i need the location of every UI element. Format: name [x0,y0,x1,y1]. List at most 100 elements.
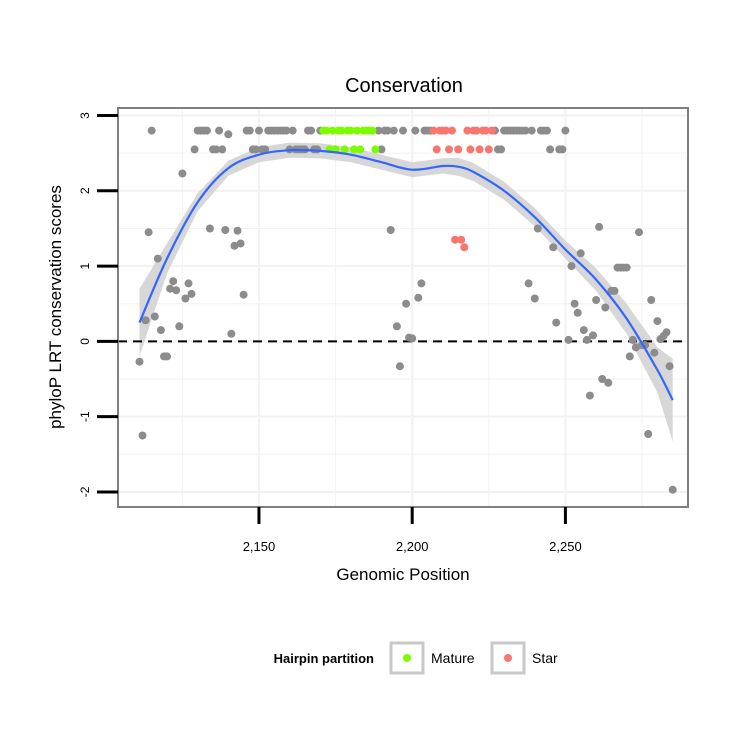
confidence-ribbon [139,142,673,442]
legend: Hairpin partition Mature Star [274,641,558,675]
point-other [604,378,613,387]
point-other [530,294,539,303]
point-other [282,126,291,135]
point-star [451,235,460,244]
legend-label-star: Star [532,650,558,666]
point-other [417,279,426,288]
point-other [595,222,604,231]
point-other [261,145,270,154]
point-other [135,357,144,366]
point-other [224,130,233,139]
point-other [665,362,674,371]
point-mature [371,145,380,154]
plot-border [117,107,689,508]
point-other [230,241,239,250]
point-mature [353,126,361,135]
point-other [589,331,597,340]
point-star [472,126,481,135]
point-other [215,126,224,135]
point-other [552,318,561,327]
point-other [399,126,407,135]
point-other [549,243,558,252]
point-other [644,430,653,438]
y-tick-label: -2 [78,486,92,497]
point-other [156,326,165,335]
y-axis-label: phyloP LRT conservation scores [46,185,65,429]
grid-lines [118,108,688,507]
point-other [543,126,551,135]
point-other [622,263,631,272]
chart-title: Conservation [345,75,463,97]
point-other [147,126,156,135]
point-other [255,126,263,135]
point-other [138,431,147,440]
point-other [610,286,619,295]
point-star [429,126,438,135]
legend-entry-star: Star [490,641,558,675]
point-other [579,326,588,335]
point-other [582,335,591,344]
point-other [187,289,196,298]
legend-title: Hairpin partition [274,651,374,666]
x-axis-label: Genomic Position [336,565,469,584]
point-other [221,226,230,234]
legend-entry-mature: Mature [389,641,475,675]
legend-dot-mature [403,654,411,662]
y-tick-label: 2 [78,187,92,194]
point-other [653,317,662,326]
point-other [573,308,582,317]
legend-label-mature: Mature [431,650,475,666]
point-other [251,145,260,154]
point-other [389,126,398,135]
y-tick-label: 1 [78,262,92,269]
point-other [141,316,150,325]
point-mature [340,145,349,154]
point-other [564,335,573,344]
point-mature [350,145,358,154]
point-other [307,126,316,135]
point-other [236,239,245,248]
point-other [153,254,162,263]
point-star [463,126,472,135]
point-star [457,235,466,244]
point-other [662,328,671,337]
point-star [460,243,469,252]
point-other [144,228,153,237]
point-other [202,126,211,135]
point-star [441,126,450,135]
point-other [172,286,181,295]
point-star [448,126,456,135]
point-star [466,145,475,154]
point-other [377,145,386,154]
point-other [184,279,193,288]
point-other [521,126,530,135]
smooth-line-layer [138,148,674,401]
x-tick-label: 2,150 [243,539,276,554]
point-other [628,335,637,344]
point-other [392,322,401,331]
point-other [576,249,585,258]
point-other [625,352,634,361]
point-other [414,293,423,302]
point-other [598,375,607,383]
point-other [524,279,533,288]
legend-key-star [490,641,526,675]
point-mature [337,126,346,135]
point-other [313,145,322,154]
x-axis: 2,150 2,200 2,250 [243,507,582,554]
point-other [163,352,171,361]
point-other [635,228,643,237]
smooth-ribbon-layer [139,142,673,442]
point-other [233,226,242,235]
point-other [497,145,506,154]
point-star [445,145,453,154]
point-star [487,126,496,135]
point-other [383,126,392,135]
points-layer [135,126,677,494]
legend-dot-star [504,654,512,662]
point-other [567,262,576,271]
point-other [527,126,536,135]
point-other [175,322,184,331]
point-mature [368,126,377,135]
